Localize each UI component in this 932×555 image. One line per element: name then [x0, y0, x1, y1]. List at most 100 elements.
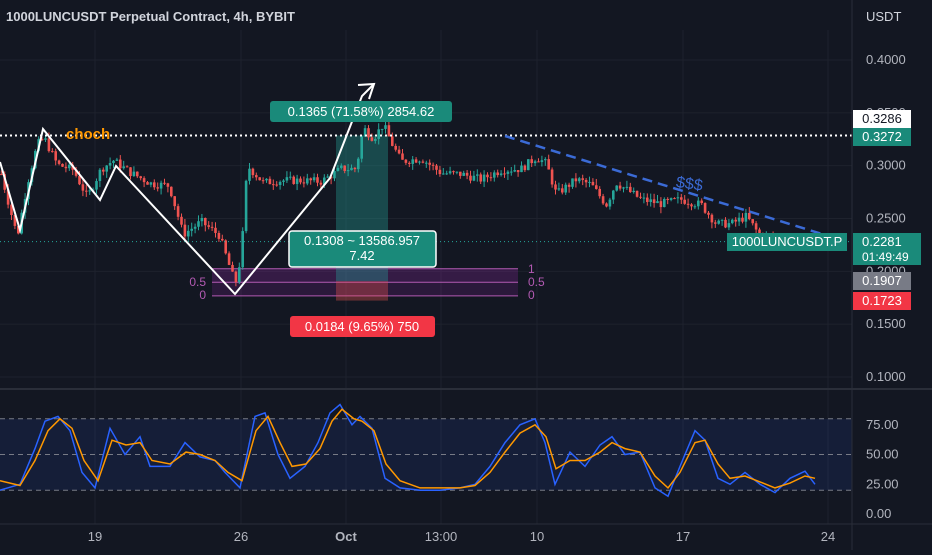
candle-body — [737, 217, 741, 222]
entry-label-box[interactable] — [288, 230, 437, 268]
fib-left-0: 0 — [199, 288, 206, 302]
candle-body — [282, 180, 285, 182]
candle-body — [618, 185, 622, 189]
candle-body — [319, 182, 323, 185]
fib-retracement — [212, 268, 518, 297]
white-line-badge — [853, 110, 911, 128]
candle-body — [57, 160, 61, 164]
stop-label: 0.0184 (9.65%) 750 — [305, 319, 419, 334]
candle-body — [635, 190, 639, 197]
candle-body — [289, 176, 292, 178]
candle-body — [462, 172, 465, 176]
candle-body — [642, 197, 646, 199]
candle-body — [68, 164, 71, 169]
candle-body — [268, 178, 272, 185]
candle-body — [6, 189, 10, 205]
entry-label-line2: 7.42 — [349, 248, 374, 263]
candle-body — [482, 174, 486, 182]
candle-body — [374, 138, 377, 141]
candle-body — [64, 166, 68, 169]
currency-label: USDT — [866, 9, 901, 24]
time-tick-label: 13:00 — [425, 529, 458, 544]
candle-body — [125, 166, 129, 168]
candle-body — [476, 174, 479, 176]
candle-body — [78, 175, 81, 185]
candle-body — [527, 159, 530, 171]
candle-body — [533, 161, 537, 164]
candle-body — [401, 153, 404, 160]
candle-body — [275, 184, 278, 186]
candle-body — [224, 240, 227, 254]
candle-body — [561, 188, 564, 193]
candle-body — [717, 220, 720, 224]
zigzag-path — [0, 83, 375, 296]
candle-body — [61, 163, 64, 167]
fib-zone-lower — [212, 282, 518, 296]
candle-body — [683, 199, 686, 204]
candle-body — [550, 169, 554, 185]
candle-body — [622, 187, 625, 189]
price-tick-label: 0.3000 — [866, 158, 906, 173]
candle-body — [564, 184, 567, 193]
candle-body — [639, 196, 642, 198]
osc-k-line — [0, 403, 816, 498]
candle-body — [425, 162, 428, 164]
candle-body — [659, 201, 663, 208]
candle-body — [724, 219, 727, 228]
candle-body — [720, 219, 724, 221]
symbol-tag-box — [727, 233, 847, 251]
candle-body — [448, 171, 452, 174]
fib-right-05: 0.5 — [528, 275, 545, 289]
candle-body — [520, 165, 523, 173]
candle-body — [455, 171, 459, 173]
candle-body — [176, 206, 180, 217]
candle-body — [656, 201, 659, 204]
candle-body — [367, 128, 370, 138]
candle-body — [353, 167, 357, 170]
candle-body — [261, 180, 265, 182]
candle-body — [221, 238, 224, 241]
candle-body — [700, 200, 703, 204]
candle-body — [187, 230, 190, 237]
candle-body — [88, 190, 91, 192]
candle-body — [741, 217, 744, 222]
bar-countdown: 01:49:49 — [862, 250, 909, 264]
candle-body — [581, 178, 584, 180]
candle-body — [207, 225, 210, 227]
candle-body — [40, 139, 44, 141]
candle-body — [51, 151, 54, 153]
candle-body — [190, 228, 193, 231]
descending-trendline — [504, 134, 823, 236]
candle-body — [105, 165, 108, 172]
candle-body — [85, 190, 88, 192]
candle-body — [418, 161, 421, 163]
candle-body — [146, 182, 149, 185]
candle-body — [421, 161, 425, 163]
time-tick-label: 19 — [88, 529, 102, 544]
candle-body — [350, 167, 353, 171]
candle-body — [234, 271, 238, 283]
fib-right-0: 0 — [528, 288, 535, 302]
drawings[interactable] — [0, 82, 852, 296]
candle-body — [394, 145, 397, 150]
candle-body — [591, 181, 595, 186]
candle-body — [625, 186, 629, 188]
osc-tick-label: 50.00 — [866, 447, 899, 462]
candle-body — [479, 174, 482, 182]
candle-body — [465, 172, 469, 176]
candle-body — [588, 181, 591, 183]
candle-body — [387, 125, 391, 137]
candle-body — [703, 203, 707, 213]
stop-label-box — [290, 316, 435, 337]
candle-body — [414, 159, 418, 163]
candle-body — [139, 176, 142, 179]
candle-body — [663, 198, 666, 208]
stop-zone — [336, 281, 388, 301]
candle-body — [295, 178, 299, 184]
osc-tick-label: 75.00 — [866, 417, 899, 432]
candle-body — [47, 138, 51, 152]
candle-body — [727, 223, 731, 228]
